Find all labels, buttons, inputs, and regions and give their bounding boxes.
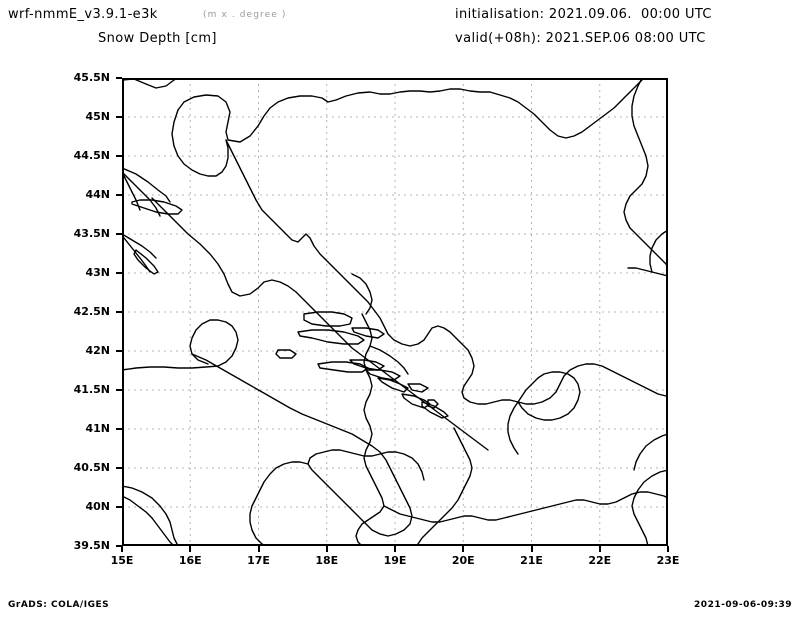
y-axis-label: 43N [85,266,110,279]
x-axis-label: 17E [247,554,270,567]
x-tick [189,546,192,552]
y-tick [116,194,122,196]
x-tick [667,546,669,552]
x-tick [598,546,601,552]
x-axis-label: 19E [383,554,407,567]
y-tick [116,311,122,313]
x-axis-label: 23E [656,554,680,567]
x-tick [394,546,396,552]
map-plot-area [122,78,668,546]
plot-frame [122,78,668,546]
y-tick [116,350,122,352]
x-tick [462,546,465,552]
y-axis-label: 44.5N [73,149,110,162]
y-axis-label: 45N [85,110,110,123]
render-timestamp: 2021-09-06-09:39 [694,600,792,610]
y-axis-label: 39.5N [73,539,110,552]
y-tick [116,272,122,274]
x-tick [257,546,260,552]
x-axis-label: 16E [178,554,202,567]
software-credit: GrADS: COLA/IGES [8,600,110,610]
y-axis-label: 42.5N [73,305,110,318]
y-axis-label: 42N [85,344,110,357]
y-tick [116,428,122,430]
x-axis-label: 18E [315,554,339,567]
x-tick [530,546,533,552]
y-tick [116,389,122,391]
x-tick [121,546,123,552]
grid-lines [122,78,668,546]
initialisation-time: initialisation: 2021.09.06. 00:00 UTC [455,7,712,22]
model-title: wrf-nmmE_v3.9.1-e3k [8,7,158,22]
y-tick [116,77,122,79]
y-tick [116,116,122,118]
variable-title: Snow Depth [cm] [98,31,217,46]
y-axis-label: 40N [85,500,110,513]
y-axis-label: 44N [85,188,110,201]
y-tick [116,467,122,469]
valid-time: valid(+08h): 2021.SEP.06 08:00 UTC [455,31,706,46]
y-axis-label: 40.5N [73,461,110,474]
x-axis-label: 21E [520,554,543,567]
x-axis-label: 15E [110,554,134,567]
y-tick [116,233,122,235]
y-axis-label: 41N [85,422,110,435]
y-tick [116,155,122,157]
y-axis-label: 45.5N [73,71,110,84]
x-tick [325,546,328,552]
coastline-and-borders [122,78,668,546]
y-axis-label: 41.5N [73,383,110,396]
y-axis-label: 43.5N [73,227,110,240]
model-units-note: (m x . degree ) [203,10,287,20]
y-tick [116,506,122,508]
y-tick [116,545,122,547]
x-axis-label: 22E [588,554,612,567]
x-axis-label: 20E [451,554,475,567]
